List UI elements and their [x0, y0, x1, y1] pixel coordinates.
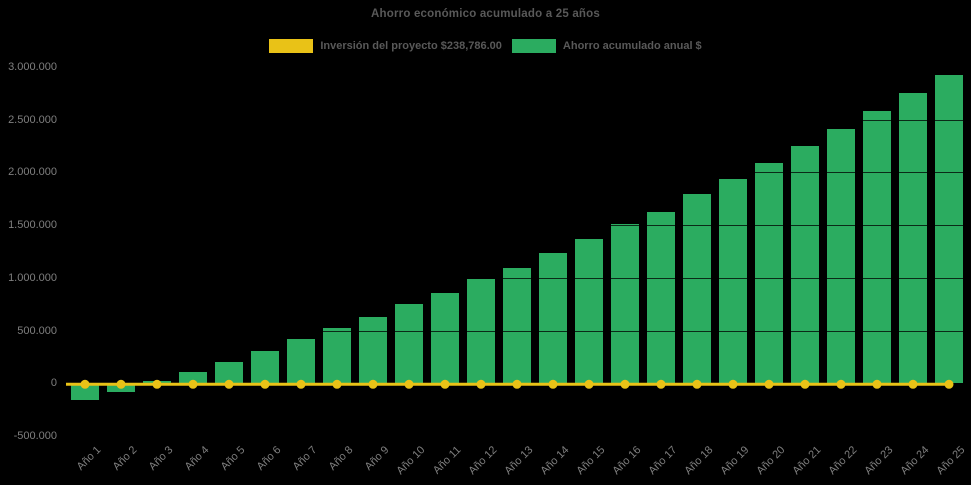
line-marker	[512, 379, 522, 389]
line-marker	[836, 379, 846, 389]
bar-año-17	[647, 211, 675, 384]
line-marker	[116, 379, 126, 389]
gridline	[66, 225, 963, 227]
line-marker	[476, 379, 486, 389]
bar-año-23	[863, 111, 891, 384]
bar-año-24	[899, 92, 927, 384]
legend-label-inversion: Inversión del proyecto $238,786.00	[320, 40, 502, 52]
line-marker	[368, 379, 378, 389]
legend-swatch-ahorro	[511, 39, 556, 53]
line-marker	[620, 379, 630, 389]
line-marker	[692, 379, 702, 389]
line-marker	[872, 379, 882, 389]
bar-año-8	[323, 328, 351, 384]
line-marker	[404, 379, 414, 389]
gridline	[66, 172, 963, 174]
gridline	[66, 436, 963, 437]
bar-año-4	[179, 372, 207, 384]
bar-año-10	[395, 304, 423, 384]
bar-año-11	[431, 293, 459, 384]
bar-año-21	[791, 146, 819, 384]
legend-swatch-inversion	[269, 39, 314, 53]
line-marker	[440, 379, 450, 389]
bar-año-16	[611, 224, 639, 384]
line-marker	[656, 379, 666, 389]
line-marker	[908, 379, 918, 389]
y-axis-tick-label: 1.000.000	[8, 271, 57, 284]
y-axis-tick-label: 500.000	[17, 324, 57, 337]
legend-item-ahorro: Ahorro acumulado anual $	[511, 39, 702, 53]
line-marker	[260, 379, 270, 389]
bar-año-13	[503, 268, 531, 384]
line-marker	[296, 379, 306, 389]
bar-año-25	[935, 74, 963, 384]
line-marker	[188, 379, 198, 389]
y-axis-tick-label: 0	[50, 377, 57, 390]
gridline	[66, 119, 963, 121]
legend-item-inversion: Inversión del proyecto $238,786.00	[269, 39, 502, 53]
bar-año-9	[359, 316, 387, 384]
bar-año-5	[215, 362, 243, 384]
bar-año-20	[755, 162, 783, 384]
line-marker	[800, 379, 810, 389]
legend: Inversión del proyecto $238,786.00 Ahorr…	[0, 39, 971, 53]
bar-año-1	[71, 383, 99, 401]
gridline	[66, 277, 963, 279]
line-marker	[728, 379, 738, 389]
legend-label-ahorro: Ahorro acumulado anual $	[562, 40, 702, 52]
line-marker	[332, 379, 342, 389]
line-marker	[944, 379, 954, 389]
bar-año-7	[287, 339, 315, 384]
y-axis-tick-label: 3.000.000	[8, 61, 57, 73]
bar-año-14	[539, 253, 567, 384]
line-marker	[764, 379, 774, 389]
y-axis-tick-label: -500.000	[13, 430, 57, 442]
bar-año-19	[719, 179, 747, 384]
bar-año-22	[827, 129, 855, 384]
line-marker	[548, 379, 558, 389]
line-marker	[584, 379, 594, 389]
gridline	[66, 67, 963, 68]
line-marker	[152, 379, 162, 389]
y-axis-tick-label: 1.500.000	[8, 219, 57, 232]
y-axis-tick-label: 2.000.000	[8, 166, 57, 179]
gridline	[66, 330, 963, 332]
line-marker	[224, 379, 234, 389]
chart-title: Ahorro económico acumulado a 25 años	[371, 8, 600, 20]
bar-año-15	[575, 238, 603, 384]
line-marker	[80, 379, 90, 389]
bar-año-6	[251, 351, 279, 384]
y-axis-tick-label: 2.500.000	[8, 113, 57, 126]
